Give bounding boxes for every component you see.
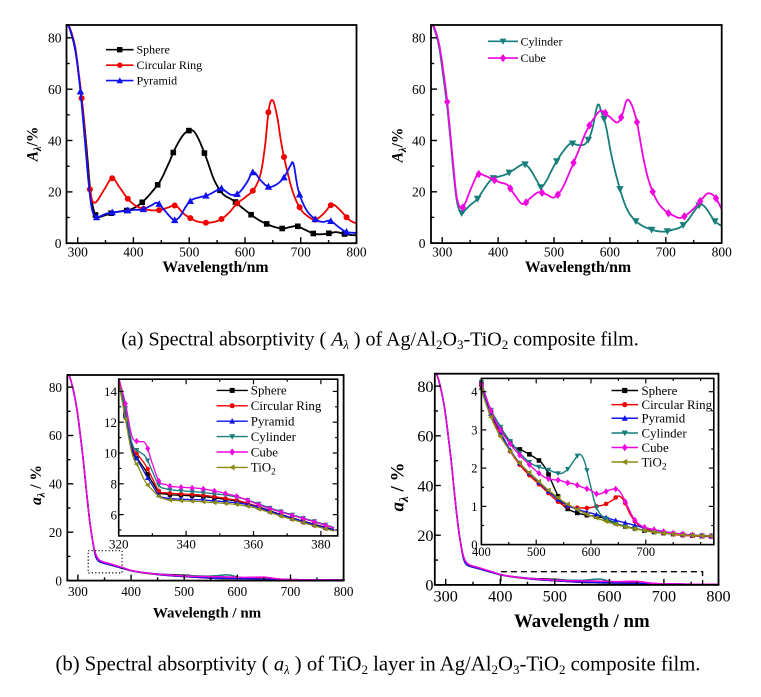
svg-text:80: 80 xyxy=(49,380,63,395)
svg-text:Wavelength / nm: Wavelength / nm xyxy=(514,611,650,632)
svg-text:6: 6 xyxy=(111,507,118,522)
svg-text:360: 360 xyxy=(244,537,264,552)
svg-text:20: 20 xyxy=(412,185,426,200)
svg-text:2: 2 xyxy=(471,462,477,476)
svg-text:Sphere: Sphere xyxy=(251,384,287,398)
svg-text:700: 700 xyxy=(636,545,655,559)
svg-text:0: 0 xyxy=(471,538,477,552)
svg-text:Sphere: Sphere xyxy=(137,43,170,57)
svg-text:Cylinder: Cylinder xyxy=(642,426,688,440)
svg-text:600: 600 xyxy=(235,245,256,260)
svg-text:700: 700 xyxy=(652,588,676,606)
svg-text:600: 600 xyxy=(597,588,621,606)
svg-text:500: 500 xyxy=(179,245,200,260)
svg-text:340: 340 xyxy=(176,537,196,552)
svg-text:600: 600 xyxy=(600,245,621,260)
svg-text:500: 500 xyxy=(544,245,565,260)
svg-text:80: 80 xyxy=(412,31,426,46)
svg-text:0: 0 xyxy=(419,236,426,251)
svg-text:Wavelength / nm: Wavelength / nm xyxy=(153,606,262,622)
svg-text:40: 40 xyxy=(48,133,62,148)
svg-text:500: 500 xyxy=(527,545,546,559)
svg-text:500: 500 xyxy=(543,588,567,606)
svg-text:60: 60 xyxy=(48,82,62,97)
svg-text:aλ / %: aλ / % xyxy=(28,465,48,505)
svg-text:Cylinder: Cylinder xyxy=(521,34,563,48)
svg-text:800: 800 xyxy=(334,584,354,599)
svg-text:(a) Spectral absorptivity ( Aλ: (a) Spectral absorptivity ( Aλ ) of Ag/A… xyxy=(121,329,638,353)
svg-text:1: 1 xyxy=(471,500,477,514)
svg-text:20: 20 xyxy=(417,527,433,545)
svg-text:400: 400 xyxy=(123,245,144,260)
svg-text:0: 0 xyxy=(425,577,433,595)
svg-text:12: 12 xyxy=(104,415,117,430)
svg-text:0: 0 xyxy=(55,236,62,251)
svg-text:300: 300 xyxy=(432,245,453,260)
svg-text:500: 500 xyxy=(174,584,194,599)
svg-text:(b) Spectral absorptivity ( aλ: (b) Spectral absorptivity ( aλ ) of TiO2… xyxy=(56,654,701,678)
svg-text:Circular Ring: Circular Ring xyxy=(251,399,322,413)
svg-text:700: 700 xyxy=(656,245,677,260)
svg-text:Wavelength/nm: Wavelength/nm xyxy=(525,259,631,276)
svg-text:TiO2: TiO2 xyxy=(642,455,667,472)
svg-text:800: 800 xyxy=(346,245,367,260)
svg-text:600: 600 xyxy=(227,584,247,599)
svg-text:Cube: Cube xyxy=(642,441,669,455)
svg-text:10: 10 xyxy=(104,446,117,461)
svg-text:380: 380 xyxy=(311,537,331,552)
svg-text:400: 400 xyxy=(488,588,512,606)
svg-text:TiO2: TiO2 xyxy=(251,461,276,477)
svg-text:60: 60 xyxy=(412,82,426,97)
svg-text:320: 320 xyxy=(109,537,129,552)
svg-text:aλ / %: aλ / % xyxy=(388,463,412,512)
svg-text:8: 8 xyxy=(111,477,118,492)
svg-text:14: 14 xyxy=(104,384,118,399)
svg-text:Wavelength/nm: Wavelength/nm xyxy=(162,259,268,276)
svg-text:800: 800 xyxy=(706,588,730,606)
svg-text:Pyramid: Pyramid xyxy=(251,415,295,429)
svg-text:60: 60 xyxy=(49,428,63,443)
svg-text:Circular Ring: Circular Ring xyxy=(642,398,713,412)
svg-text:0: 0 xyxy=(55,573,62,588)
svg-text:400: 400 xyxy=(472,545,491,559)
svg-text:Aλ/%: Aλ/% xyxy=(25,127,45,163)
svg-text:300: 300 xyxy=(68,245,89,260)
svg-text:3: 3 xyxy=(471,423,477,437)
svg-text:700: 700 xyxy=(291,245,312,260)
svg-text:80: 80 xyxy=(417,378,433,396)
svg-text:40: 40 xyxy=(49,477,63,492)
svg-text:400: 400 xyxy=(488,245,509,260)
svg-text:Pyramid: Pyramid xyxy=(642,412,686,426)
svg-text:60: 60 xyxy=(417,428,433,446)
svg-text:Cube: Cube xyxy=(521,51,546,65)
svg-text:40: 40 xyxy=(417,477,433,495)
svg-text:20: 20 xyxy=(49,525,63,540)
svg-text:300: 300 xyxy=(434,588,458,606)
svg-text:600: 600 xyxy=(582,545,601,559)
svg-text:4: 4 xyxy=(471,385,478,399)
svg-text:800: 800 xyxy=(712,245,733,260)
svg-text:40: 40 xyxy=(412,133,426,148)
svg-text:Aλ/%: Aλ/% xyxy=(390,128,410,164)
svg-text:700: 700 xyxy=(281,584,301,599)
svg-text:Pyramid: Pyramid xyxy=(137,74,178,88)
svg-text:400: 400 xyxy=(121,584,141,599)
svg-text:Cube: Cube xyxy=(251,445,278,459)
svg-text:20: 20 xyxy=(48,185,62,200)
svg-text:80: 80 xyxy=(48,31,62,46)
svg-text:Circular Ring: Circular Ring xyxy=(137,58,203,72)
svg-text:Sphere: Sphere xyxy=(642,384,678,398)
svg-text:300: 300 xyxy=(68,584,88,599)
svg-text:Cylinder: Cylinder xyxy=(251,430,297,444)
